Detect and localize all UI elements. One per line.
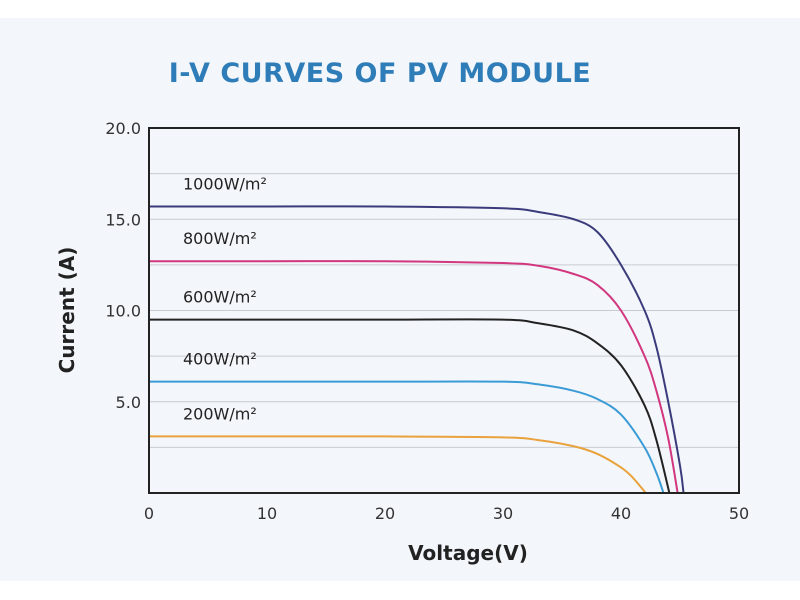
x-tick-label: 40: [611, 504, 631, 523]
plot-frame: [148, 127, 740, 494]
y-tick-label: 15.0: [105, 210, 141, 229]
series-line-400: [149, 380, 665, 494]
x-axis-label: Voltage(V): [408, 541, 528, 565]
y-tick-label: 5.0: [116, 393, 141, 412]
chart-title: I-V CURVES OF PV MODULE: [168, 58, 592, 89]
series-label: 400W/m²: [183, 350, 257, 369]
series-line-800: [149, 260, 679, 494]
series-line-200: [148, 435, 647, 494]
series-line-600: [148, 318, 671, 494]
x-tick-label: 50: [729, 504, 749, 523]
series-label: 200W/m²: [183, 404, 257, 423]
series-label: 800W/m²: [183, 229, 257, 248]
x-tick-label: 30: [493, 504, 513, 523]
series-label: 600W/m²: [183, 288, 257, 307]
x-tick-label: 0: [144, 504, 154, 523]
y-tick-label: 20.0: [105, 119, 141, 138]
chart-background: [0, 18, 800, 581]
series-line-1000: [148, 205, 685, 494]
series-label: 1000W/m²: [183, 174, 267, 193]
y-tick-label: 10.0: [105, 302, 141, 321]
x-tick-label: 10: [257, 504, 277, 523]
x-tick-label: 20: [375, 504, 395, 523]
y-axis-label: Current (A): [55, 247, 79, 374]
